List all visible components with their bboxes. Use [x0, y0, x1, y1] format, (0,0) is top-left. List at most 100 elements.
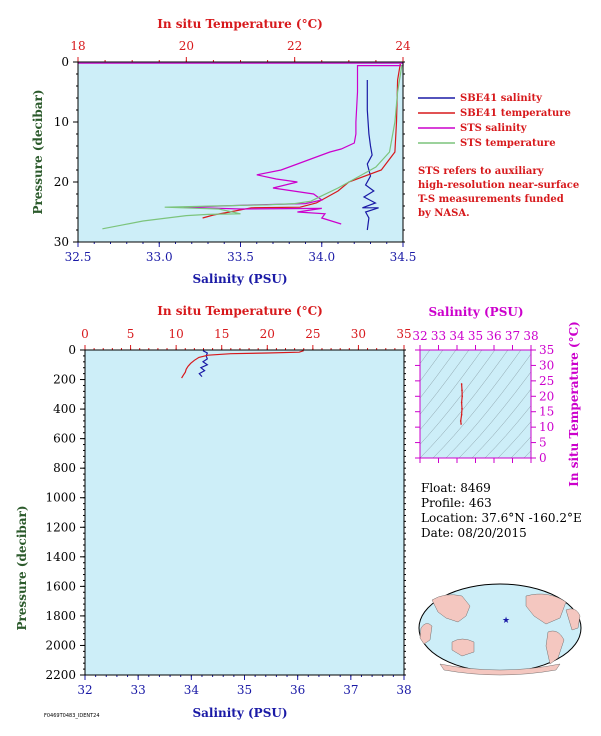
- ts-bg: [420, 350, 531, 458]
- ts-temp-tick-label: 20: [539, 389, 554, 403]
- panel2-pressure-tick-label: 2000: [45, 638, 76, 652]
- panel1-temp-tick-label: 24: [395, 39, 411, 53]
- panel2-series-sbe41-salinity: [198, 350, 209, 378]
- panel2-temp-tick-label: 5: [127, 327, 135, 341]
- ts-salinity-tick-label: 35: [468, 329, 483, 343]
- ts-contour-line: [458, 371, 531, 458]
- ts-series: [459, 383, 463, 425]
- ts-point: [460, 414, 463, 416]
- footer-identifier: F0469T0483_IDENT24: [44, 713, 100, 719]
- ts-contour-line: [420, 350, 496, 445]
- panel1-pressure-tick-label: 20: [54, 175, 69, 189]
- float-id-text: Float: 8469: [421, 481, 491, 495]
- land-europe-east: [565, 608, 581, 631]
- land-australia: [451, 638, 475, 657]
- ts-temp-tick-label: 15: [539, 405, 554, 419]
- panel2-pressure-tick-label: 800: [53, 461, 76, 475]
- float-location-marker: ★: [502, 616, 510, 626]
- ts-salinity-axis-title: Salinity (PSU): [428, 305, 523, 319]
- land-south-america: [545, 630, 565, 665]
- panel2-temp-tick-label: 35: [396, 327, 411, 341]
- ts-contour-line: [445, 353, 531, 458]
- panel2-pressure-tick-label: 0: [68, 343, 76, 357]
- panel1-temp-axis-title: In situ Temperature (°C): [157, 17, 323, 31]
- ts-temp-tick-label: 35: [539, 343, 554, 357]
- panel2-salinity-tick-label: 35: [237, 683, 252, 697]
- ts-point: [460, 383, 463, 385]
- panel1-pressure-tick-label: 10: [54, 115, 69, 129]
- ts-contour-line: [484, 405, 531, 458]
- panel2-pressure-tick-label: 1600: [45, 579, 76, 593]
- legend: SBE41 salinity SBE41 temperature STS sal…: [418, 93, 579, 219]
- ts-salinity-tick-label: 34: [449, 329, 465, 343]
- panel2-pressure-tick-label: 600: [53, 432, 76, 446]
- panel2-salinity-tick-label: 32: [77, 683, 92, 697]
- ts-point: [459, 420, 462, 422]
- panel2-pressure-tick-label: 200: [53, 373, 76, 387]
- legend-label-sbe41-salinity: SBE41 salinity: [460, 93, 543, 104]
- panel2-series: [181, 350, 304, 379]
- ts-contour-line: [510, 436, 531, 458]
- panel2-temp-tick-label: 30: [351, 327, 366, 341]
- profile-text: Profile: 463: [421, 496, 492, 510]
- panel2-salinity-tick-label: 34: [184, 683, 200, 697]
- ts-point: [461, 395, 463, 398]
- ts-frame: [419, 349, 532, 459]
- full-profile-panel: 0 5 10 15 20 25 30 35 32 33 34 35 36 37 38 0 200 400 600 80…: [15, 304, 412, 720]
- land-north-america: [525, 593, 567, 625]
- land-asia: [431, 594, 471, 623]
- ts-profile-line: [460, 383, 463, 425]
- map-land: [419, 593, 581, 676]
- world-map: ★: [418, 583, 582, 676]
- ts-salinity-tick-label: 33: [431, 329, 446, 343]
- legend-note-line-3: T-S measurements funded: [418, 194, 564, 205]
- panel2-pressure-axis-title: Pressure (decibar): [15, 505, 29, 630]
- legend-note-line-1: STS refers to auxiliary: [418, 166, 545, 177]
- panel2-salinity-tick-label: 37: [343, 683, 358, 697]
- panel1-salinity-tick-label: 32.5: [65, 250, 92, 264]
- panel2-series-sbe41-temperature: [181, 350, 304, 379]
- panel1-series-sbe41-temperature: [202, 63, 401, 219]
- panel2-frame: [84, 349, 405, 676]
- panel1-salinity-tick-label: 33.5: [227, 250, 254, 264]
- ts-point: [461, 389, 463, 391]
- panel2-pressure-tick-label: 1800: [45, 609, 76, 623]
- land-africa-west: [419, 623, 433, 645]
- ts-density-contours: [420, 350, 531, 458]
- panel2-salinity-axis-title: Salinity (PSU): [192, 706, 287, 720]
- ts-contour-line: [523, 450, 531, 458]
- ts-salinity-tick-label: 32: [412, 329, 427, 343]
- location-text: Location: 37.6°N -160.2°E: [421, 511, 582, 525]
- ts-contour-line: [420, 350, 470, 415]
- ts-point: [461, 407, 463, 410]
- panel2-salinity-tick-label: 38: [396, 683, 411, 697]
- ts-salinity-tick-label: 36: [486, 329, 501, 343]
- legend-label-sbe41-temperature: SBE41 temperature: [460, 108, 571, 119]
- panel1-temp-tick-label: 22: [287, 39, 302, 53]
- legend-label-sts-salinity: STS salinity: [460, 123, 528, 134]
- ts-contour-line: [420, 350, 483, 431]
- legend-label-sts-temperature: STS temperature: [460, 138, 556, 149]
- date-text: Date: 08/20/2015: [421, 526, 527, 540]
- ts-contour-line: [420, 350, 509, 458]
- ts-temp-tick-label: 25: [539, 374, 554, 388]
- panel2-salinity-tick-label: 36: [290, 683, 305, 697]
- ts-point: [460, 423, 462, 425]
- ts-contour-line: [420, 350, 457, 399]
- panel1-temp-tick-label: 18: [70, 39, 85, 53]
- legend-note-line-4: by NASA.: [418, 208, 470, 219]
- ts-point: [460, 401, 463, 404]
- ts-temp-tick-label: 0: [539, 451, 547, 465]
- ts-temp-tick-label: 10: [539, 420, 554, 434]
- land-antarctica: [439, 663, 561, 676]
- ts-contour-line: [420, 350, 431, 365]
- panel2-temp-tick-label: 15: [214, 327, 229, 341]
- legend-note-line-2: high-resolution near-surface: [418, 180, 579, 191]
- panel1-pressure-tick-label: 30: [54, 235, 69, 249]
- ts-contour-line: [420, 350, 444, 382]
- ts-contour-line: [432, 350, 522, 458]
- panel1-salinity-axis-title: Salinity (PSU): [192, 272, 287, 286]
- panel1-frame: [77, 61, 404, 243]
